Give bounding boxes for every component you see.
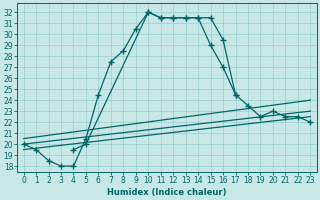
X-axis label: Humidex (Indice chaleur): Humidex (Indice chaleur) — [107, 188, 227, 197]
